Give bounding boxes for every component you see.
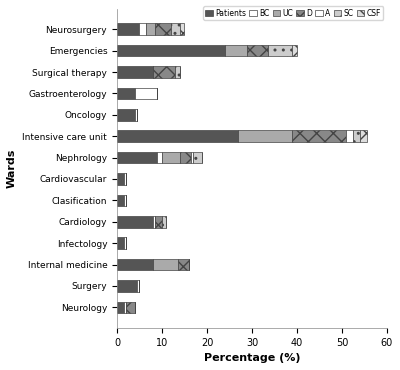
Bar (191, 152, 194, 164)
Bar (238, 130, 292, 142)
Bar (117, 302, 124, 313)
Bar (117, 259, 153, 270)
Bar (153, 216, 155, 228)
Bar (155, 23, 171, 35)
Bar (353, 130, 360, 142)
Bar (176, 66, 180, 78)
Bar (292, 130, 346, 142)
Bar (346, 130, 353, 142)
Bar (117, 88, 135, 99)
X-axis label: Percentage (%): Percentage (%) (204, 353, 300, 363)
Y-axis label: Wards: Wards (7, 149, 17, 188)
Bar (117, 45, 225, 57)
Bar (117, 280, 137, 292)
Bar (117, 216, 153, 228)
Bar (178, 259, 189, 270)
Bar (124, 195, 126, 206)
Bar (153, 66, 176, 78)
Bar (155, 216, 162, 228)
Bar (180, 23, 184, 35)
Bar (117, 23, 140, 35)
Bar (126, 302, 135, 313)
Bar (117, 66, 153, 78)
Bar (248, 45, 268, 57)
Bar (292, 45, 297, 57)
Bar (162, 216, 166, 228)
Bar (360, 130, 367, 142)
Bar (268, 45, 292, 57)
Bar (171, 23, 180, 35)
Bar (135, 109, 137, 121)
Bar (117, 195, 124, 206)
Bar (146, 23, 155, 35)
Bar (137, 280, 140, 292)
Bar (124, 302, 126, 313)
Bar (124, 173, 126, 185)
Bar (124, 237, 126, 249)
Bar (117, 173, 124, 185)
Bar (225, 45, 248, 57)
Bar (180, 152, 191, 164)
Bar (162, 152, 180, 164)
Bar (135, 88, 158, 99)
Bar (117, 237, 124, 249)
Bar (117, 130, 238, 142)
Bar (158, 152, 162, 164)
Bar (194, 152, 202, 164)
Bar (140, 23, 146, 35)
Bar (153, 259, 178, 270)
Legend: Patients, BC, UC, D, A, SC, CSF: Patients, BC, UC, D, A, SC, CSF (203, 6, 383, 20)
Bar (117, 109, 135, 121)
Bar (117, 152, 158, 164)
